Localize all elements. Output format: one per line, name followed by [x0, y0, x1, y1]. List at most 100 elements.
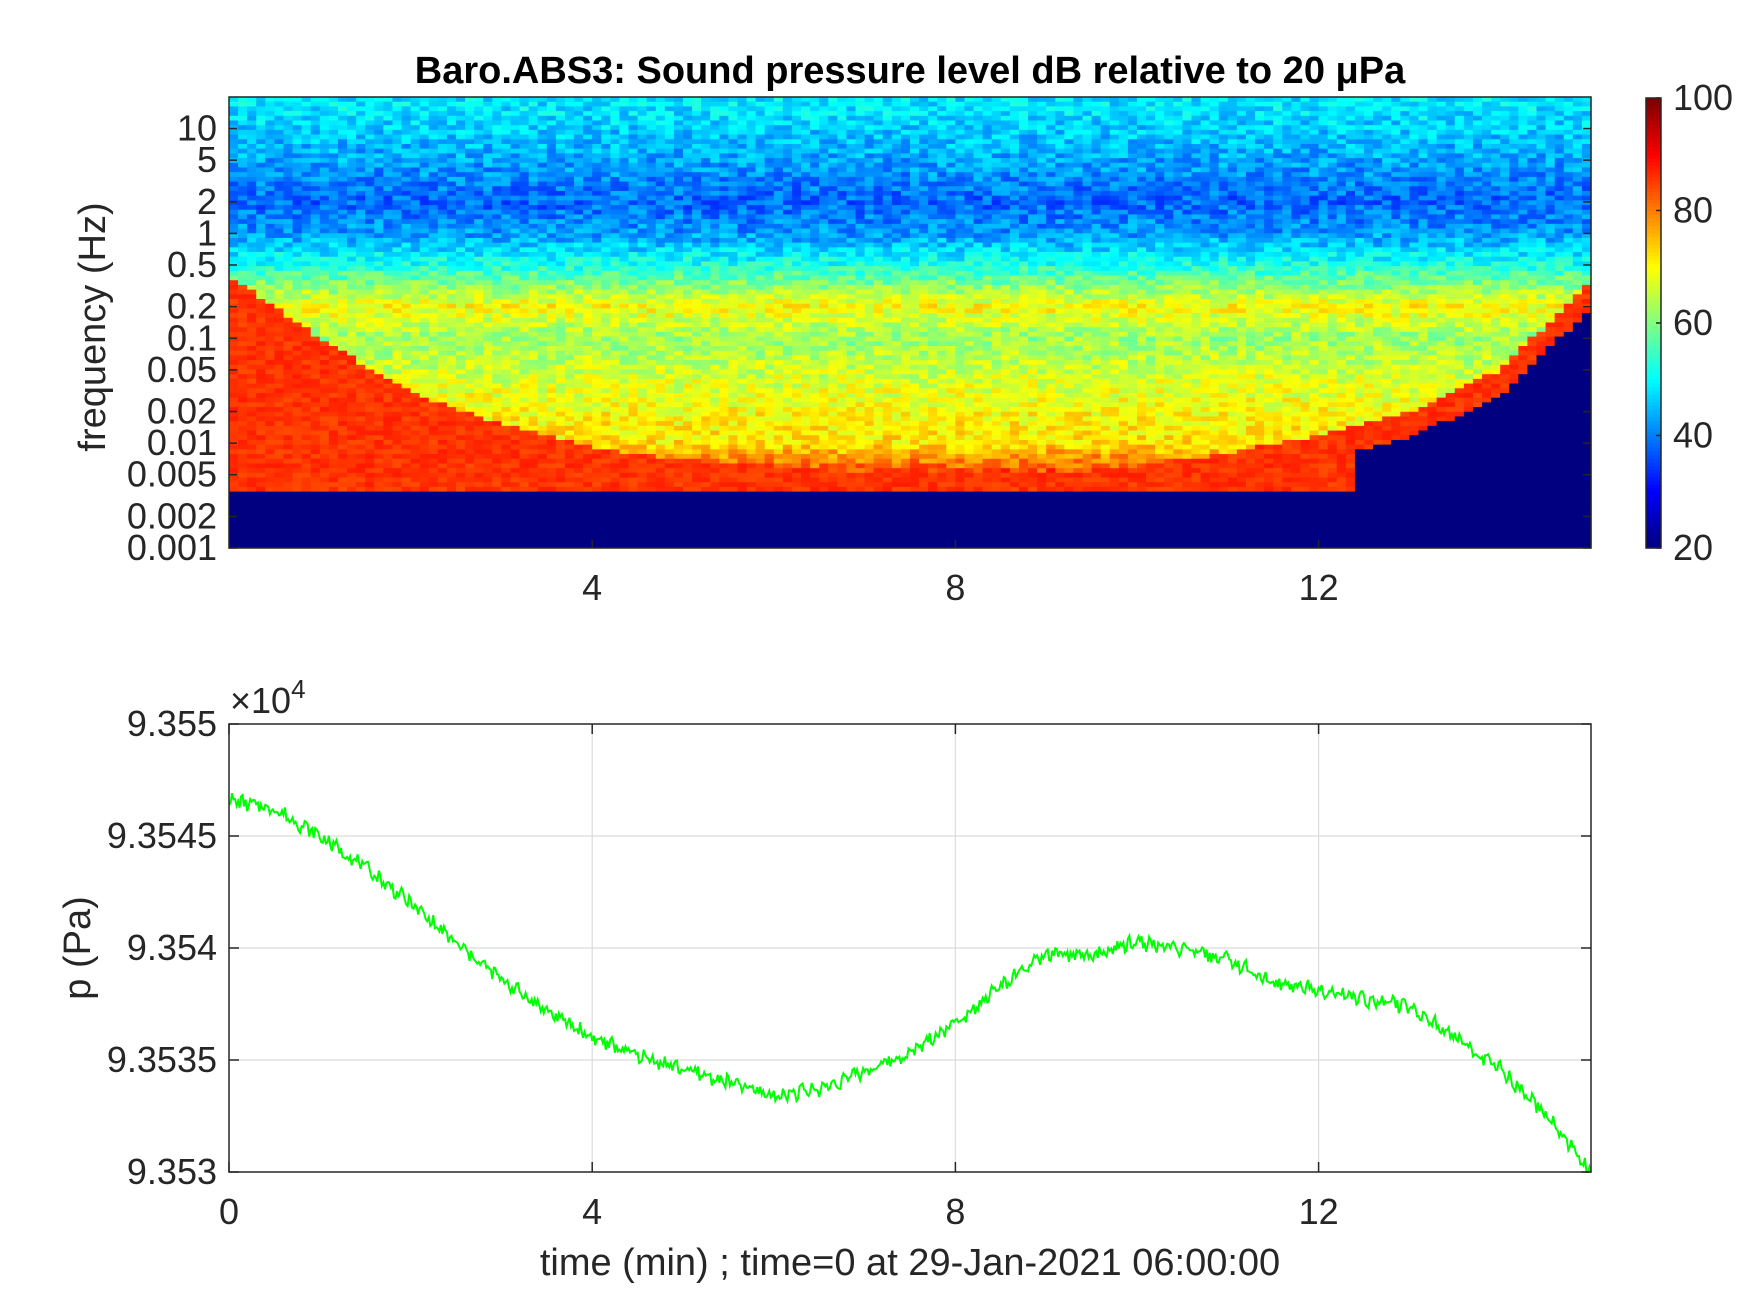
spectrogram-cell [546, 209, 557, 215]
spectrogram-cell [601, 345, 611, 351]
spectrogram-cell [519, 486, 530, 492]
spectrogram-cell [692, 157, 702, 163]
spectrogram-cell [546, 237, 557, 243]
spectrogram-cell [319, 491, 330, 497]
spectrogram-cell [537, 368, 548, 375]
spectrogram-cell [528, 364, 539, 370]
spectrogram-cell [474, 298, 484, 304]
spectrogram-cell [592, 204, 602, 210]
spectrogram-cell [574, 176, 584, 182]
spectrogram-cell [646, 476, 657, 483]
spectrogram-cell [274, 519, 285, 525]
spectrogram-cell [401, 387, 412, 393]
spectrogram-cell [646, 133, 657, 140]
spectrogram-cell [664, 382, 675, 389]
spectrogram-cell [692, 143, 702, 149]
spectrogram-cell [655, 138, 666, 144]
spectrogram-cell [474, 260, 484, 267]
spectrogram-cell [610, 256, 621, 262]
spectrogram-cell [655, 303, 666, 309]
spectrogram-cell [365, 303, 375, 309]
spectrogram-cell [419, 227, 430, 234]
spectrogram-cell [238, 298, 248, 304]
spectrogram-cell [583, 439, 593, 445]
spectrogram-cell [274, 180, 285, 187]
spectrogram-cell [601, 256, 611, 262]
spectrogram-cell [383, 180, 394, 187]
spectrogram-cell [673, 481, 684, 487]
spectrogram-cell [673, 368, 684, 375]
spectrogram-cell [292, 373, 303, 379]
spectrogram-cell [347, 143, 357, 149]
spectrogram-cell [483, 195, 493, 201]
spectrogram-cell [392, 321, 403, 328]
spectrogram-cell [655, 199, 666, 206]
spectrogram-cell [655, 439, 666, 445]
spectrogram-cell [673, 101, 684, 107]
spectrogram-cell [474, 162, 484, 168]
spectrogram-cell [319, 180, 330, 187]
spectrogram-cell [310, 420, 321, 426]
spectrogram-cell [292, 162, 303, 168]
spectrogram-cell [510, 505, 521, 511]
spectrogram-cell [574, 458, 584, 464]
spectrogram-cell [410, 232, 421, 238]
spectrogram-cell [292, 523, 303, 530]
spectrogram-cell [501, 204, 512, 210]
spectrogram-cell [574, 284, 584, 290]
spectrogram-cell [673, 340, 684, 346]
spectrogram-cell [356, 298, 366, 304]
spectrogram-cell [601, 392, 611, 398]
spectrogram-cell [528, 180, 539, 187]
spectrogram-cell [401, 256, 412, 262]
spectrogram-cell [347, 467, 357, 473]
spectrogram-cell [528, 162, 539, 168]
spectrogram-cell [356, 251, 366, 257]
spectrogram-cell [492, 500, 502, 506]
spectrogram-cell [456, 509, 466, 516]
spectrogram-cell [437, 312, 448, 318]
spectrogram-cell [465, 166, 475, 173]
spectrogram-cell [410, 326, 421, 332]
spectrogram-cell [528, 378, 539, 384]
spectrogram-cell [474, 415, 484, 422]
spectrogram-cell [564, 542, 575, 548]
spectrogram-cell [365, 143, 375, 149]
spectrogram-cell [401, 270, 412, 276]
spectrogram-cell [337, 195, 348, 201]
spectrogram-cell [410, 538, 421, 544]
spectrogram-cell [564, 387, 575, 393]
spectrogram-cell [583, 298, 593, 304]
spectrogram-cell [347, 462, 357, 469]
spectrogram-cell [283, 387, 294, 393]
spectrogram-cell [610, 298, 621, 304]
spectrogram-cell [683, 213, 693, 220]
spectrogram-cell [646, 448, 657, 455]
spectrogram-cell [592, 274, 602, 281]
spectrogram-cell [519, 274, 530, 281]
spectrogram-cell [383, 491, 394, 497]
spectrogram-cell [292, 364, 303, 370]
spectrogram-cell [673, 242, 684, 248]
spectrogram-cell [428, 129, 439, 135]
spectrogram-cell [655, 326, 666, 332]
spectrogram-cell [601, 453, 611, 459]
spectrogram-cell [301, 143, 312, 149]
spectrogram-cell [474, 180, 484, 187]
spectrogram-cell [392, 124, 403, 130]
spectrogram-cell [483, 289, 493, 295]
spectrogram-cell [328, 462, 339, 469]
spectrogram-cell [619, 105, 630, 112]
spectrogram-cell [673, 467, 684, 473]
spectrogram-cell [337, 387, 348, 393]
spectrogram-cell [683, 472, 693, 478]
spectrogram-cell [247, 279, 257, 285]
spectrogram-cell [510, 293, 521, 300]
spectrogram-cell [673, 251, 684, 257]
spectrogram-cell [501, 256, 512, 262]
spectrogram-cell [519, 152, 530, 159]
spectrogram-cell [510, 368, 521, 375]
spectrogram-cell [592, 152, 602, 159]
spectrogram-cell [528, 514, 539, 520]
spectrogram-cell [446, 143, 457, 149]
